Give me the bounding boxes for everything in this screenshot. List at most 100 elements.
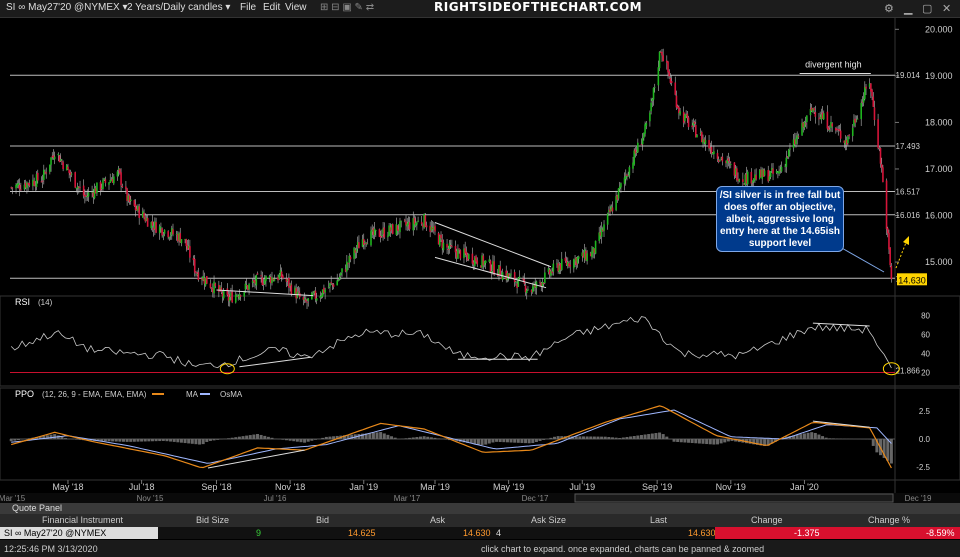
header-bid[interactable]: Bid: [316, 515, 330, 525]
candle: [286, 278, 289, 287]
candle: [860, 99, 862, 127]
menu-edit[interactable]: Edit: [263, 2, 281, 13]
candle-body: [855, 120, 858, 122]
candle-body: [236, 295, 238, 296]
candle: [137, 204, 139, 213]
candle-body: [608, 210, 610, 213]
candle: [87, 187, 90, 202]
candle-body: [835, 128, 837, 131]
osma-bar: [687, 439, 691, 443]
candle: [593, 248, 596, 259]
candle: [628, 165, 631, 179]
candle: [344, 264, 347, 273]
candle-body: [530, 290, 533, 293]
candle: [305, 296, 307, 303]
osma-bar: [625, 436, 629, 439]
osma-bar: [527, 439, 531, 444]
candle: [726, 155, 728, 169]
candle: [381, 229, 383, 238]
candle-body: [860, 102, 862, 120]
candle-body: [36, 172, 39, 181]
osma-bar: [422, 436, 426, 439]
candle: [455, 248, 458, 263]
candle-body: [213, 281, 215, 294]
candle-body: [729, 164, 732, 165]
candle-body: [801, 122, 803, 136]
candle: [778, 165, 780, 176]
minimize-icon[interactable]: ▁: [904, 3, 913, 15]
candle: [634, 147, 637, 158]
candle-body: [581, 252, 584, 257]
chart-settings-icon[interactable]: ⚙: [884, 3, 894, 15]
candle: [319, 291, 322, 302]
candle-body: [738, 179, 741, 182]
close-icon[interactable]: ✕: [942, 3, 952, 15]
candle-body: [78, 186, 80, 188]
candle-body: [463, 248, 465, 258]
toolbar-icons[interactable]: ⊞ ⊟ ▣ ✎ ⇄: [320, 2, 375, 13]
candle-body: [458, 248, 460, 250]
candle-body: [603, 224, 605, 231]
header-change[interactable]: Change: [751, 515, 783, 525]
candle: [10, 186, 13, 190]
candle-body: [540, 282, 543, 287]
header-bid-size[interactable]: Bid Size: [196, 515, 230, 525]
osma-bar: [38, 436, 42, 439]
candle-body: [155, 222, 157, 233]
candle-body: [429, 225, 431, 232]
candle-body: [447, 249, 450, 250]
quote-row[interactable]: SI ∞ May27'20 @NYMEX 9 14.625 14.630 4 1…: [0, 527, 960, 539]
candle: [713, 145, 715, 159]
overview-tick-label: Dec '19: [905, 494, 932, 503]
candle-body: [476, 260, 479, 265]
candle: [390, 224, 393, 234]
candle-body: [321, 289, 324, 297]
candle: [256, 271, 259, 275]
candle-body: [295, 288, 297, 299]
candle-body: [404, 219, 406, 221]
period-menu[interactable]: 2 Years/Daily candles ▾: [127, 2, 231, 13]
candle: [244, 280, 247, 293]
candle-body: [717, 159, 720, 162]
candle-body: [795, 138, 797, 145]
candle-body: [307, 298, 310, 301]
candle: [20, 182, 22, 191]
osma-bar: [589, 436, 593, 439]
symbol-menu[interactable]: SI ∞ May27'20 @NYMEX ▾: [6, 2, 128, 13]
header-ask[interactable]: Ask: [430, 515, 446, 525]
osma-bar: [835, 438, 839, 439]
candle: [387, 231, 389, 241]
candle: [880, 157, 883, 173]
candle: [719, 159, 721, 162]
candle-body: [702, 138, 704, 144]
candle-body: [297, 291, 300, 293]
candle: [804, 116, 807, 127]
candle: [170, 225, 173, 240]
candle: [775, 169, 778, 175]
candle: [830, 115, 832, 132]
candle: [616, 194, 619, 203]
header-ask-size[interactable]: Ask Size: [531, 515, 567, 525]
candle-body: [279, 270, 282, 276]
candle: [33, 177, 35, 187]
candle: [177, 231, 179, 243]
candle: [424, 212, 427, 228]
osma-bar: [560, 436, 564, 439]
header-financial-instrument[interactable]: Financial Instrument: [42, 515, 124, 525]
header-last[interactable]: Last: [650, 515, 668, 525]
candle: [659, 50, 662, 53]
candle: [516, 280, 518, 294]
menu-file[interactable]: File: [240, 2, 257, 13]
candle: [803, 120, 806, 131]
candle-body: [210, 287, 213, 289]
candle: [192, 255, 195, 266]
candle: [623, 172, 626, 191]
candle: [581, 249, 584, 262]
restore-icon[interactable]: ▢: [922, 3, 933, 15]
candle-body: [726, 159, 728, 164]
menu-view[interactable]: View: [285, 2, 307, 13]
candle: [760, 166, 762, 178]
candle-body: [280, 271, 283, 278]
header-change-pct[interactable]: Change %: [868, 515, 911, 525]
